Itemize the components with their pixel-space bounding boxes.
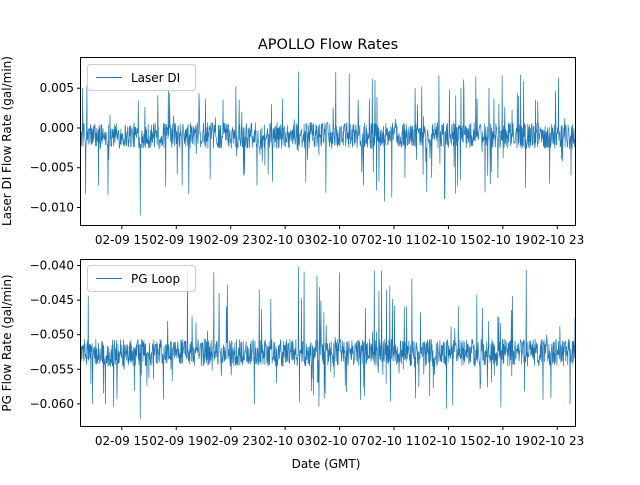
x-tick-label: 02-09 19 [149, 233, 203, 247]
laser-di-legend: Laser DI [87, 64, 196, 91]
pg-loop-series [80, 266, 576, 420]
x-tick-label: 02-10 15 [421, 233, 475, 247]
x-tick-label: 02-10 03 [258, 434, 312, 448]
y-tick-label: −0.060 [30, 397, 74, 411]
y-tick-label: −0.050 [30, 328, 74, 342]
y-tick-label: −0.010 [30, 201, 74, 215]
x-tick-label: 02-09 23 [204, 434, 258, 448]
y-tick-label: 0.005 [40, 81, 74, 95]
x-tick-label: 02-10 07 [313, 434, 367, 448]
y-tick-label: −0.040 [30, 259, 74, 273]
x-tick-label: 02-09 15 [95, 233, 149, 247]
chart-title: APOLLO Flow Rates [258, 37, 398, 53]
laser-di-y-axis-label: Laser DI Flow Rate (gal/min) [0, 56, 14, 226]
x-tick-label: 02-10 23 [530, 434, 584, 448]
x-tick-label: 02-10 19 [476, 434, 530, 448]
pg-loop-legend-box [87, 265, 196, 292]
laser-di-series [80, 71, 576, 216]
laser-di-legend-label: Laser DI [131, 71, 180, 85]
y-tick-label: −0.045 [30, 293, 74, 307]
pg-loop-axes-frame [80, 259, 576, 427]
pg-loop-y-ticks: −0.040 −0.045 −0.050 −0.055 −0.060 [30, 259, 81, 411]
pg-loop-panel: −0.040−0.045−0.050−0.055−0.060 02-09 15 0… [0, 259, 584, 448]
y-tick-label: −0.005 [30, 161, 74, 175]
series-line [80, 266, 576, 420]
pg-loop-legend: PG Loop [87, 265, 196, 292]
x-tick-label: 02-09 23 [204, 233, 258, 247]
laser-di-legend-box [87, 64, 196, 91]
x-tick-label: 02-10 23 [530, 233, 584, 247]
x-tick-label: 02-09 19 [149, 434, 203, 448]
pg-loop-x-ticks: 02-09 15 02-09 19 02-09 23 02-10 03 02-10 07… [95, 426, 584, 448]
series-line [80, 71, 576, 216]
laser-di-x-ticks: 02-09 15 02-09 19 02-09 23 02-10 03 02-10 07… [95, 225, 584, 247]
x-tick-label: 02-10 11 [367, 233, 421, 247]
x-tick-label: 02-09 15 [95, 434, 149, 448]
pg-loop-y-axis-label: PG Flow Rate (gal/min) [0, 274, 14, 411]
y-tick-label: −0.055 [30, 362, 74, 376]
laser-di-y-ticks: 0.005 0.000 −0.005 −0.010 [30, 81, 81, 215]
x-tick-label: 02-10 15 [421, 434, 475, 448]
x-axis-label: Date (GMT) [292, 457, 361, 471]
y-tick-label: 0.000 [40, 121, 74, 135]
x-tick-label: 02-10 11 [367, 434, 421, 448]
pg-loop-legend-label: PG Loop [131, 272, 180, 286]
x-tick-label: 02-10 03 [258, 233, 312, 247]
x-tick-label: 02-10 19 [476, 233, 530, 247]
x-tick-label: 02-10 07 [313, 233, 367, 247]
laser-di-axes-frame [80, 57, 576, 226]
